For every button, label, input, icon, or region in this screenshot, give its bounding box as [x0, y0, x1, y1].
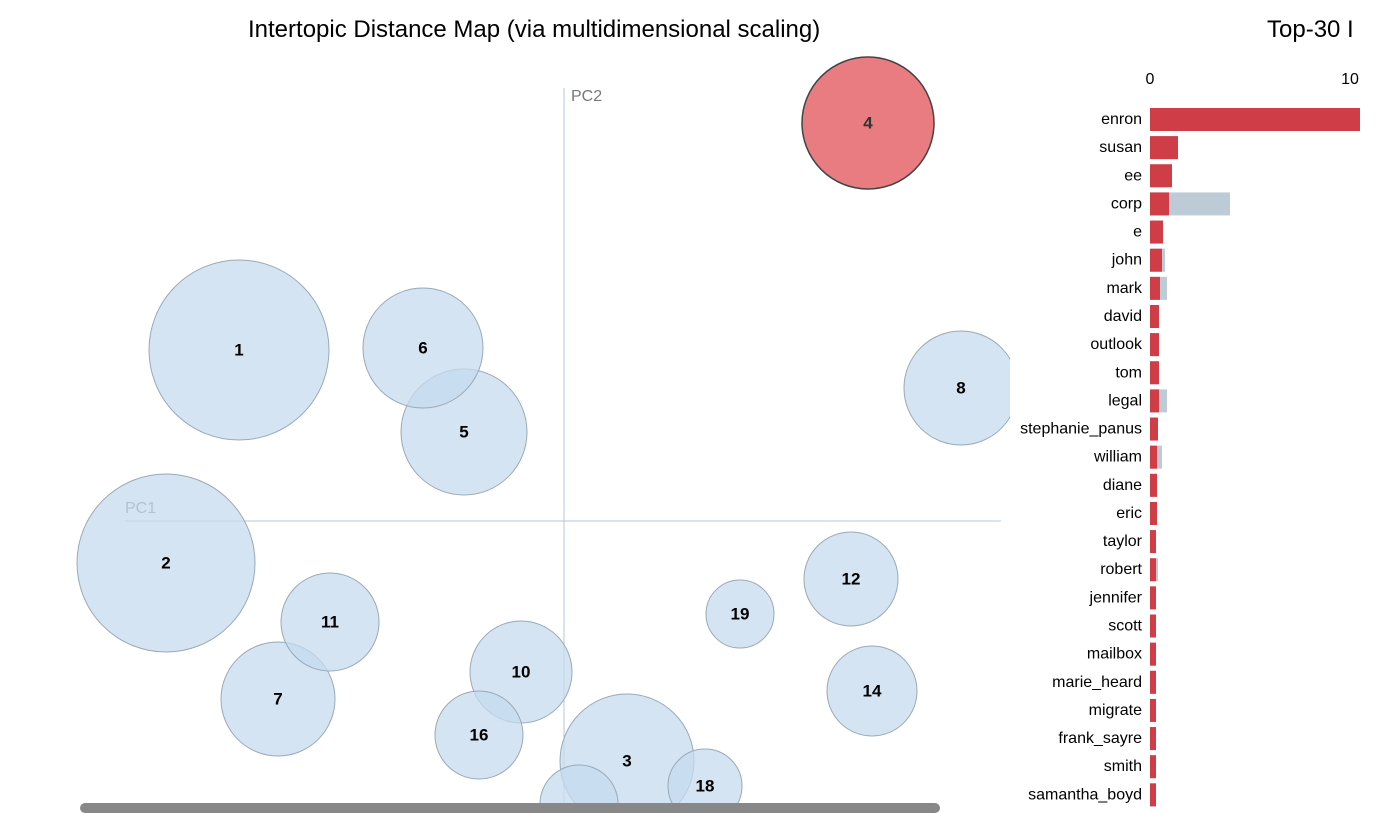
topic-frequency-bar — [1150, 501, 1157, 525]
topic-frequency-bar — [1150, 333, 1159, 357]
term-label[interactable]: william — [1093, 449, 1142, 466]
topic-circle-11[interactable] — [280, 572, 380, 672]
term-label[interactable]: marie_heard — [1052, 674, 1142, 691]
term-label[interactable]: diane — [1103, 477, 1142, 494]
topic-frequency-bar — [1150, 530, 1156, 554]
term-label[interactable]: robert — [1100, 561, 1142, 578]
term-label[interactable]: john — [1111, 252, 1142, 269]
topic-frequency-bar — [1150, 642, 1156, 666]
topic-circle-1[interactable] — [148, 259, 330, 441]
topic-frequency-bar — [1150, 164, 1172, 188]
map-title: Intertopic Distance Map (via multidimens… — [248, 16, 821, 43]
term-label[interactable]: migrate — [1089, 702, 1142, 719]
topic-frequency-bar — [1150, 698, 1156, 722]
term-label[interactable]: corp — [1111, 195, 1142, 212]
topic-frequency-bar — [1150, 445, 1157, 469]
term-label[interactable]: jennifer — [1089, 589, 1143, 606]
horizontal-scrollbar[interactable] — [80, 803, 940, 813]
topic-frequency-bar — [1150, 783, 1156, 807]
overall-frequency-bar — [1150, 192, 1230, 216]
term-label[interactable]: legal — [1108, 392, 1142, 409]
term-label[interactable]: mailbox — [1087, 646, 1142, 663]
topic-circle-4[interactable] — [801, 56, 935, 190]
topic-frequency-bar — [1150, 304, 1159, 328]
topic-circle-2[interactable] — [76, 473, 256, 653]
x-tick-label: 10 — [1341, 71, 1359, 88]
topic-circle-16[interactable] — [434, 690, 524, 780]
topic-circle-6[interactable] — [362, 287, 484, 409]
topic-frequency-bar — [1150, 670, 1156, 694]
topic-circle-12[interactable] — [803, 531, 899, 627]
term-label[interactable]: eric — [1116, 505, 1142, 522]
term-label[interactable]: smith — [1104, 758, 1142, 775]
topic-circle-8[interactable] — [903, 330, 1010, 446]
topic-frequency-bar — [1150, 417, 1158, 441]
x-tick-label: 0 — [1146, 71, 1155, 88]
term-label[interactable]: scott — [1108, 618, 1142, 635]
topic-frequency-bar — [1150, 727, 1156, 751]
term-label[interactable]: e — [1133, 224, 1142, 241]
topic-frequency-bar — [1150, 558, 1156, 582]
term-label[interactable]: tom — [1115, 364, 1142, 381]
topic-frequency-bar — [1150, 136, 1178, 160]
topic-frequency-bar — [1150, 755, 1156, 779]
term-label[interactable]: stephanie_panus — [1020, 421, 1142, 438]
topic-frequency-bar — [1150, 108, 1360, 131]
term-label[interactable]: david — [1104, 308, 1142, 325]
topic-frequency-bar — [1150, 473, 1157, 497]
term-label[interactable]: outlook — [1090, 336, 1143, 353]
term-label[interactable]: susan — [1099, 139, 1142, 156]
topic-frequency-bar — [1150, 389, 1159, 413]
pc2-axis-label: PC2 — [571, 88, 602, 105]
term-label[interactable]: frank_sayre — [1058, 730, 1142, 747]
term-label[interactable]: taylor — [1103, 533, 1143, 550]
term-label[interactable]: enron — [1101, 111, 1142, 128]
topic-circle-7[interactable] — [220, 641, 336, 757]
topic-frequency-bar — [1150, 586, 1156, 610]
topic-circle-18[interactable] — [667, 748, 743, 810]
topic-frequency-bar — [1150, 276, 1160, 300]
term-label[interactable]: ee — [1124, 167, 1142, 184]
topic-frequency-bar — [1150, 192, 1169, 216]
topic-frequency-bar — [1150, 614, 1156, 638]
topic-frequency-bar — [1150, 248, 1162, 272]
topic-frequency-bar — [1150, 361, 1159, 385]
topic-frequency-bar — [1150, 220, 1163, 244]
topic-circle-19[interactable] — [705, 579, 775, 649]
term-label[interactable]: samantha_boyd — [1028, 786, 1142, 803]
term-label[interactable]: mark — [1106, 280, 1143, 297]
bar-chart-title: Top-30 I — [1267, 16, 1354, 43]
topic-circle-14[interactable] — [826, 645, 918, 737]
